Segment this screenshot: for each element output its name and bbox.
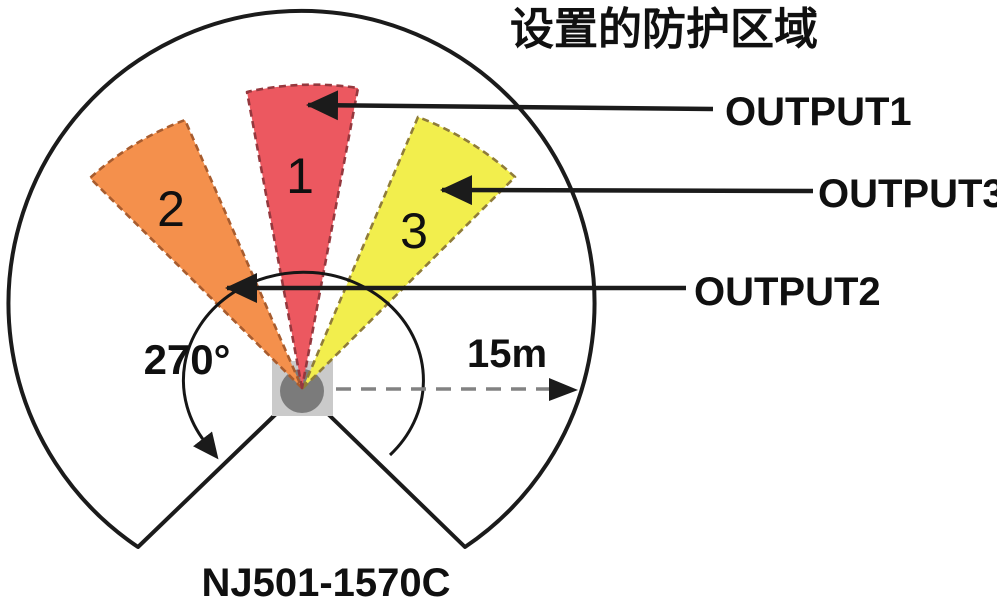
zone-2-wedge [88,118,304,390]
zone-1-number: 1 [286,148,314,204]
figure-title: 设置的防护区域 [510,5,818,54]
output3-arrow [440,175,814,206]
device-model-label: NJ501-1570C [201,561,450,605]
sensor-lens [280,369,324,413]
output3-label: OUTPUT3 [818,172,997,216]
output2-label: OUTPUT2 [694,270,881,314]
zone-3-number: 3 [400,203,428,259]
scan-angle-arc-arrow [181,270,425,460]
zone-1-wedge [245,83,360,390]
scan-angle-label: 270° [144,336,231,383]
zone-2-number: 2 [157,181,185,237]
range-arrow-head-icon [549,378,578,401]
output1-label: OUTPUT1 [725,90,912,134]
range-label: 15m [467,332,547,376]
output1-arrow [306,90,714,121]
